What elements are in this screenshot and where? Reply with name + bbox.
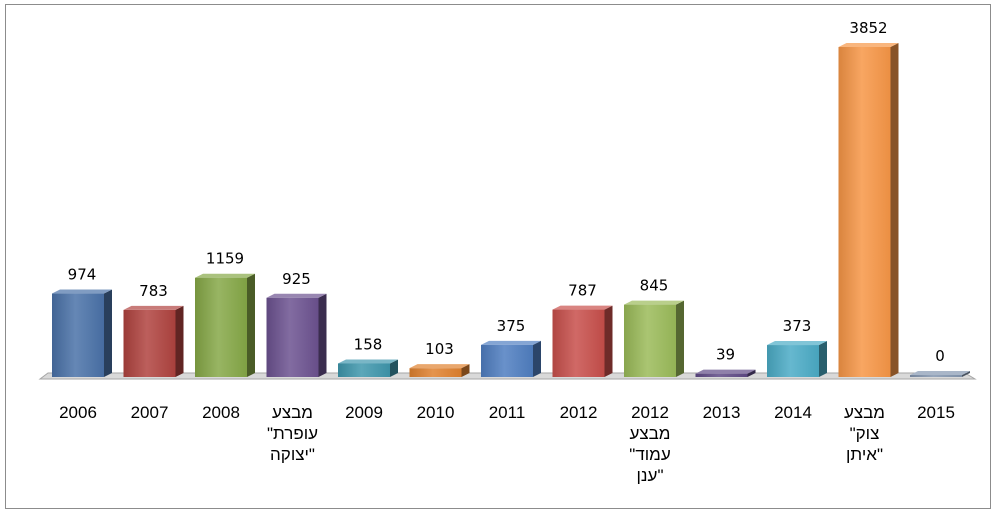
category-label-9: 2013 (703, 403, 741, 422)
bar-1 (123, 305, 184, 377)
data-label-6: 375 (497, 317, 526, 335)
category-label-5: 2010 (417, 403, 455, 422)
bar-10 (767, 341, 827, 377)
bar-11 (838, 43, 899, 377)
category-label-6: 2011 (489, 403, 526, 422)
bar-6 (481, 340, 541, 377)
bar-12 (910, 371, 970, 377)
data-label-10: 373 (783, 317, 812, 335)
category-label-8: 2012 מבצע "עמוד ענן" (629, 403, 671, 485)
bar-3 (266, 293, 327, 377)
data-label-3: 925 (282, 270, 311, 288)
data-label-5: 103 (425, 340, 454, 358)
category-label-4: 2009 (345, 403, 383, 422)
data-label-12: 0 (935, 347, 945, 365)
chart-frame (5, 4, 991, 509)
bar-0 (52, 289, 112, 377)
data-label-7: 787 (568, 282, 597, 300)
category-label-7: 2012 (560, 403, 598, 422)
data-label-0: 974 (68, 266, 97, 284)
bar-2 (195, 273, 255, 377)
data-label-9: 39 (716, 346, 735, 364)
data-label-8: 845 (640, 277, 669, 295)
bar-4 (338, 359, 398, 377)
category-label-12: 2015 (917, 403, 955, 422)
bar-9 (695, 369, 756, 377)
bar-8 (624, 300, 684, 377)
category-label-11: מבצע "צוק איתן" (844, 403, 885, 464)
data-label-11: 3852 (849, 19, 887, 37)
category-label-0: 2006 (59, 403, 97, 422)
category-label-10: 2014 (774, 403, 812, 422)
data-label-4: 158 (354, 335, 383, 353)
bar-7 (552, 305, 613, 377)
data-label-1: 783 (139, 282, 168, 300)
data-label-2: 1159 (206, 250, 244, 268)
category-label-3: מבצע "עופרת יצוקה" (267, 403, 318, 464)
category-label-1: 2007 (131, 403, 169, 422)
bar-5 (409, 364, 470, 377)
category-label-2: 2008 (202, 403, 240, 422)
